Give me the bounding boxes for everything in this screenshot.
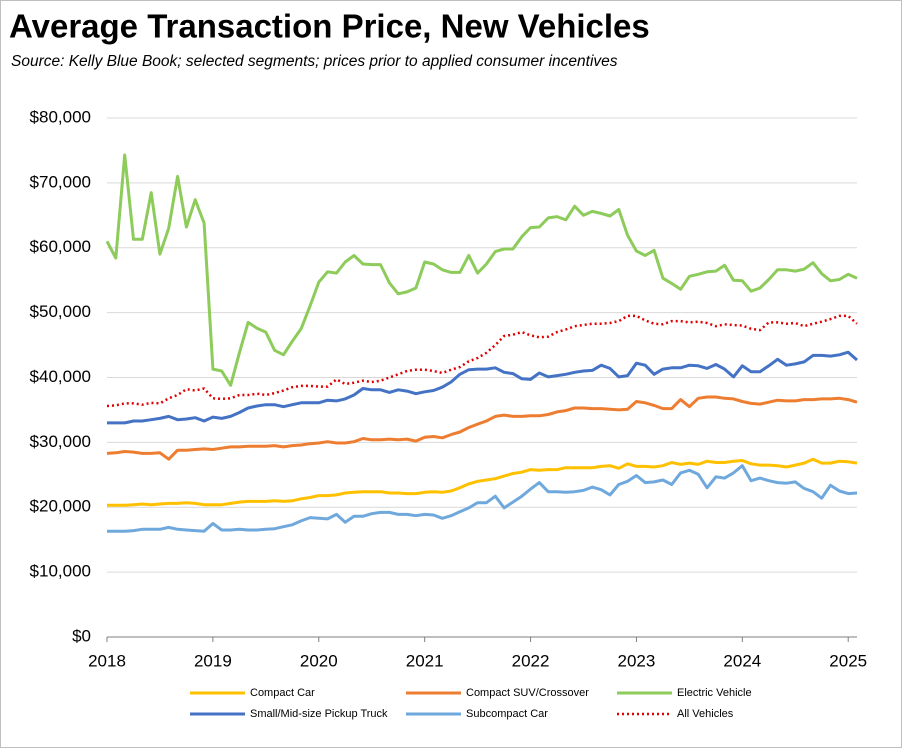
legend-label: Subcompact Car xyxy=(466,708,548,720)
legend-label: All Vehicles xyxy=(677,708,734,720)
x-tick-label: 2025 xyxy=(829,651,867,670)
x-tick-label: 2020 xyxy=(300,651,338,670)
y-tick-label: $60,000 xyxy=(30,237,91,256)
series-line xyxy=(105,153,858,387)
y-tick-label: $70,000 xyxy=(30,172,91,191)
y-tick-label: $0 xyxy=(72,626,91,645)
series-line xyxy=(107,350,858,425)
y-tick-label: $80,000 xyxy=(30,107,91,126)
legend-label: Compact SUV/Crossover xyxy=(466,687,589,699)
legend-label: Electric Vehicle xyxy=(677,687,752,699)
x-tick-label: 2021 xyxy=(406,651,444,670)
x-tick-label: 2019 xyxy=(194,651,232,670)
y-tick-label: $40,000 xyxy=(30,367,91,386)
y-tick-label: $10,000 xyxy=(30,562,91,581)
x-tick-label: 2023 xyxy=(618,651,656,670)
y-tick-label: $50,000 xyxy=(30,302,91,321)
legend-label: Small/Mid-size Pickup Truck xyxy=(250,708,388,720)
series-line xyxy=(107,464,858,533)
x-tick-label: 2022 xyxy=(512,651,550,670)
series-line xyxy=(107,457,858,507)
x-tick-label: 2018 xyxy=(88,651,126,670)
series-line xyxy=(106,395,858,461)
x-tick-label: 2024 xyxy=(723,651,761,670)
y-tick-label: $30,000 xyxy=(30,432,91,451)
legend-label: Compact Car xyxy=(250,687,315,699)
series-line xyxy=(106,314,858,408)
chart-subtitle: Source: Kelly Blue Book; selected segmen… xyxy=(11,53,618,70)
y-tick-label: $20,000 xyxy=(30,497,91,516)
chart-title: Average Transaction Price, New Vehicles xyxy=(9,8,650,45)
